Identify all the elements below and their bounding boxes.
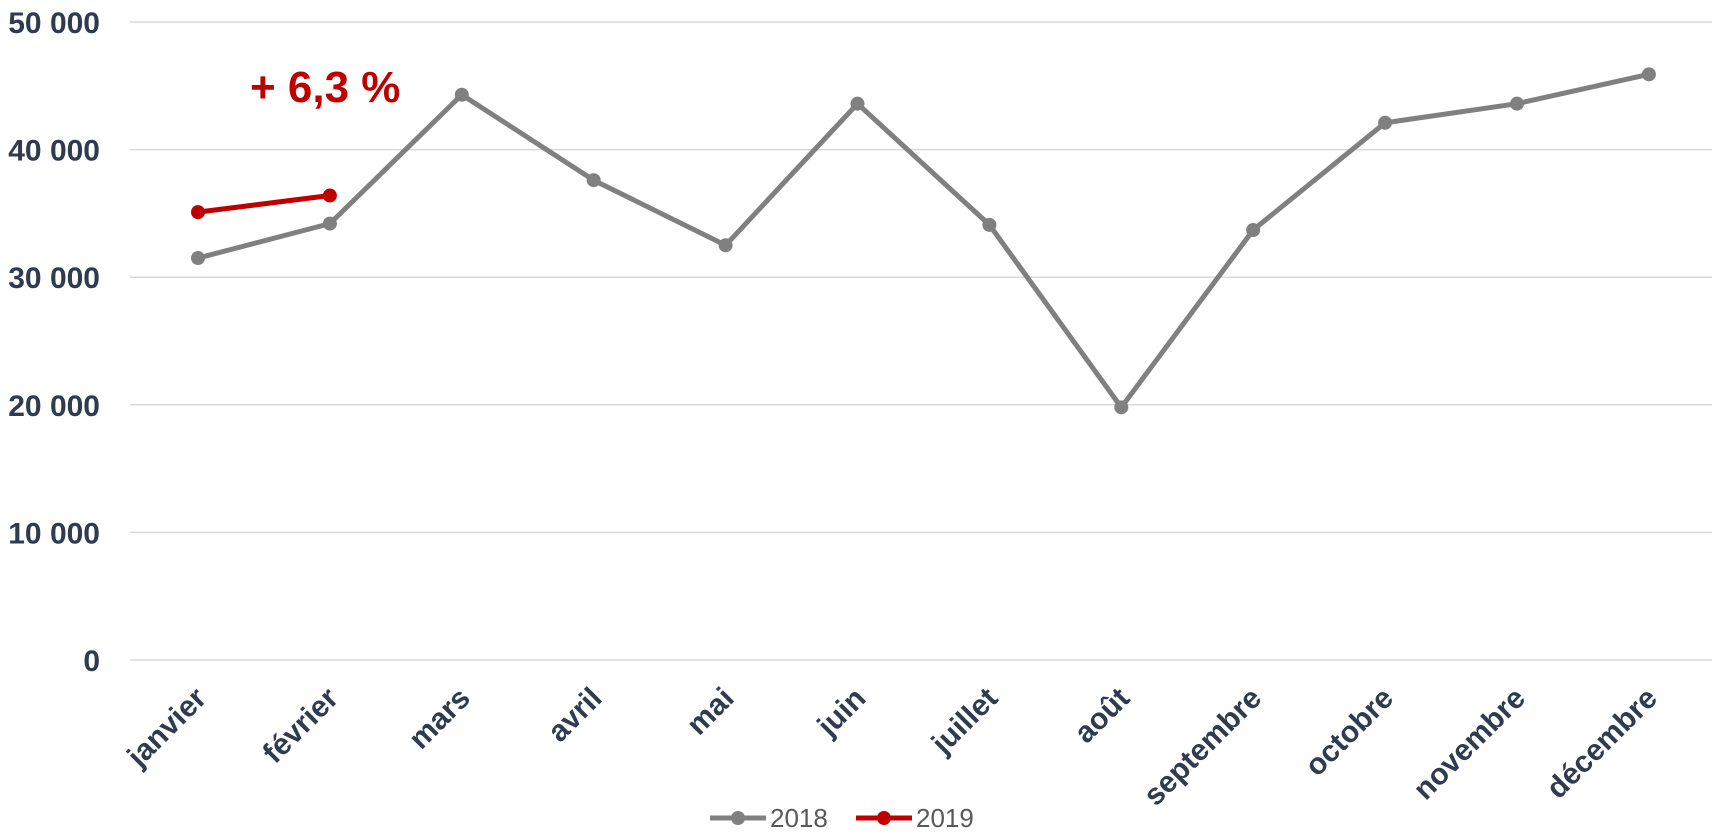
series-2018	[191, 67, 1656, 415]
data-point	[982, 217, 997, 232]
legend-marker	[731, 811, 745, 825]
data-point	[454, 87, 469, 102]
x-tick-label: septembre	[1138, 682, 1269, 813]
x-tick-label: janvier	[121, 681, 214, 774]
x-axis-tick-labels: janvier février mars avril mai juin juillet aoû…	[121, 681, 1664, 812]
x-tick-label: février	[257, 681, 345, 769]
series-2019	[191, 188, 337, 220]
x-tick-label: octobre	[1299, 682, 1400, 783]
data-point	[191, 205, 205, 220]
data-point	[322, 216, 337, 231]
y-tick-label: 0	[83, 645, 100, 678]
data-point	[718, 238, 733, 253]
growth-annotation: + 6,3 %	[250, 63, 400, 112]
data-point	[322, 188, 337, 203]
legend-label: 2019	[916, 803, 974, 831]
series-line-2018	[195, 71, 1652, 410]
y-tick-label: 20 000	[8, 390, 100, 423]
series-lines	[191, 67, 1656, 415]
x-tick-label: juin	[811, 682, 873, 744]
series-line-2019	[195, 193, 333, 215]
x-tick-label: avril	[542, 682, 609, 749]
legend-item-2018: 2018	[710, 803, 828, 833]
gridlines	[130, 21, 1712, 661]
data-point	[1114, 400, 1129, 415]
data-point	[1641, 67, 1656, 82]
x-tick-label: août	[1068, 682, 1136, 750]
data-point	[850, 96, 865, 111]
legend: 2018 2019	[710, 803, 974, 833]
x-tick-label: novembre	[1407, 682, 1532, 807]
data-point	[1510, 96, 1524, 111]
y-axis-tick-labels: 0 10 000 20 000 30 000 40 000 50 000	[8, 7, 100, 678]
y-tick-label: 40 000	[8, 135, 100, 168]
legend-label: 2018	[770, 803, 828, 831]
y-tick-label: 10 000	[8, 517, 100, 550]
legend-marker	[877, 811, 891, 825]
x-tick-label: décembre	[1540, 682, 1664, 806]
data-point	[1378, 115, 1393, 130]
data-point	[586, 173, 601, 188]
y-tick-label: 30 000	[8, 262, 100, 295]
data-point	[191, 251, 205, 266]
x-tick-label: mars	[403, 682, 477, 756]
data-point	[1246, 222, 1261, 237]
y-tick-label: 50 000	[8, 7, 100, 40]
legend-item-2019: 2019	[856, 803, 974, 833]
x-tick-label: juillet	[925, 682, 1004, 761]
x-tick-label: mai	[681, 682, 741, 742]
